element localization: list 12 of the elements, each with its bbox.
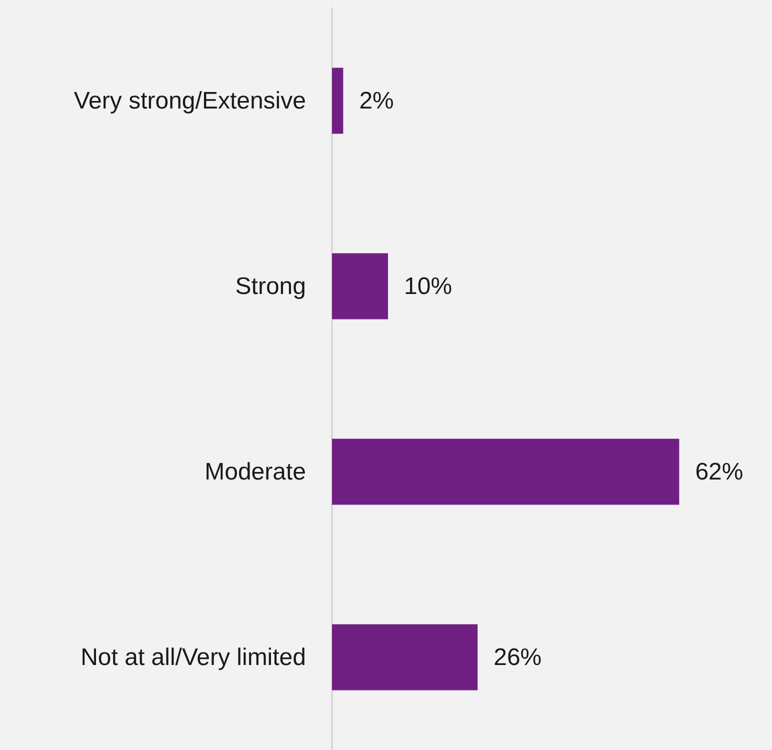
y-tick-label: Strong [235, 272, 306, 300]
data-label: 10% [404, 272, 452, 300]
bar [332, 253, 388, 320]
bar [332, 68, 344, 134]
data-label: 62% [695, 458, 744, 486]
y-tick-label: Not at all/Very limited [80, 644, 306, 671]
bar [332, 624, 478, 690]
data-label: 2% [359, 87, 394, 114]
y-tick-label: Moderate [204, 458, 306, 486]
data-label: 26% [494, 644, 542, 671]
y-tick-label: Very strong/Extensive [74, 87, 306, 114]
bar [332, 438, 680, 505]
